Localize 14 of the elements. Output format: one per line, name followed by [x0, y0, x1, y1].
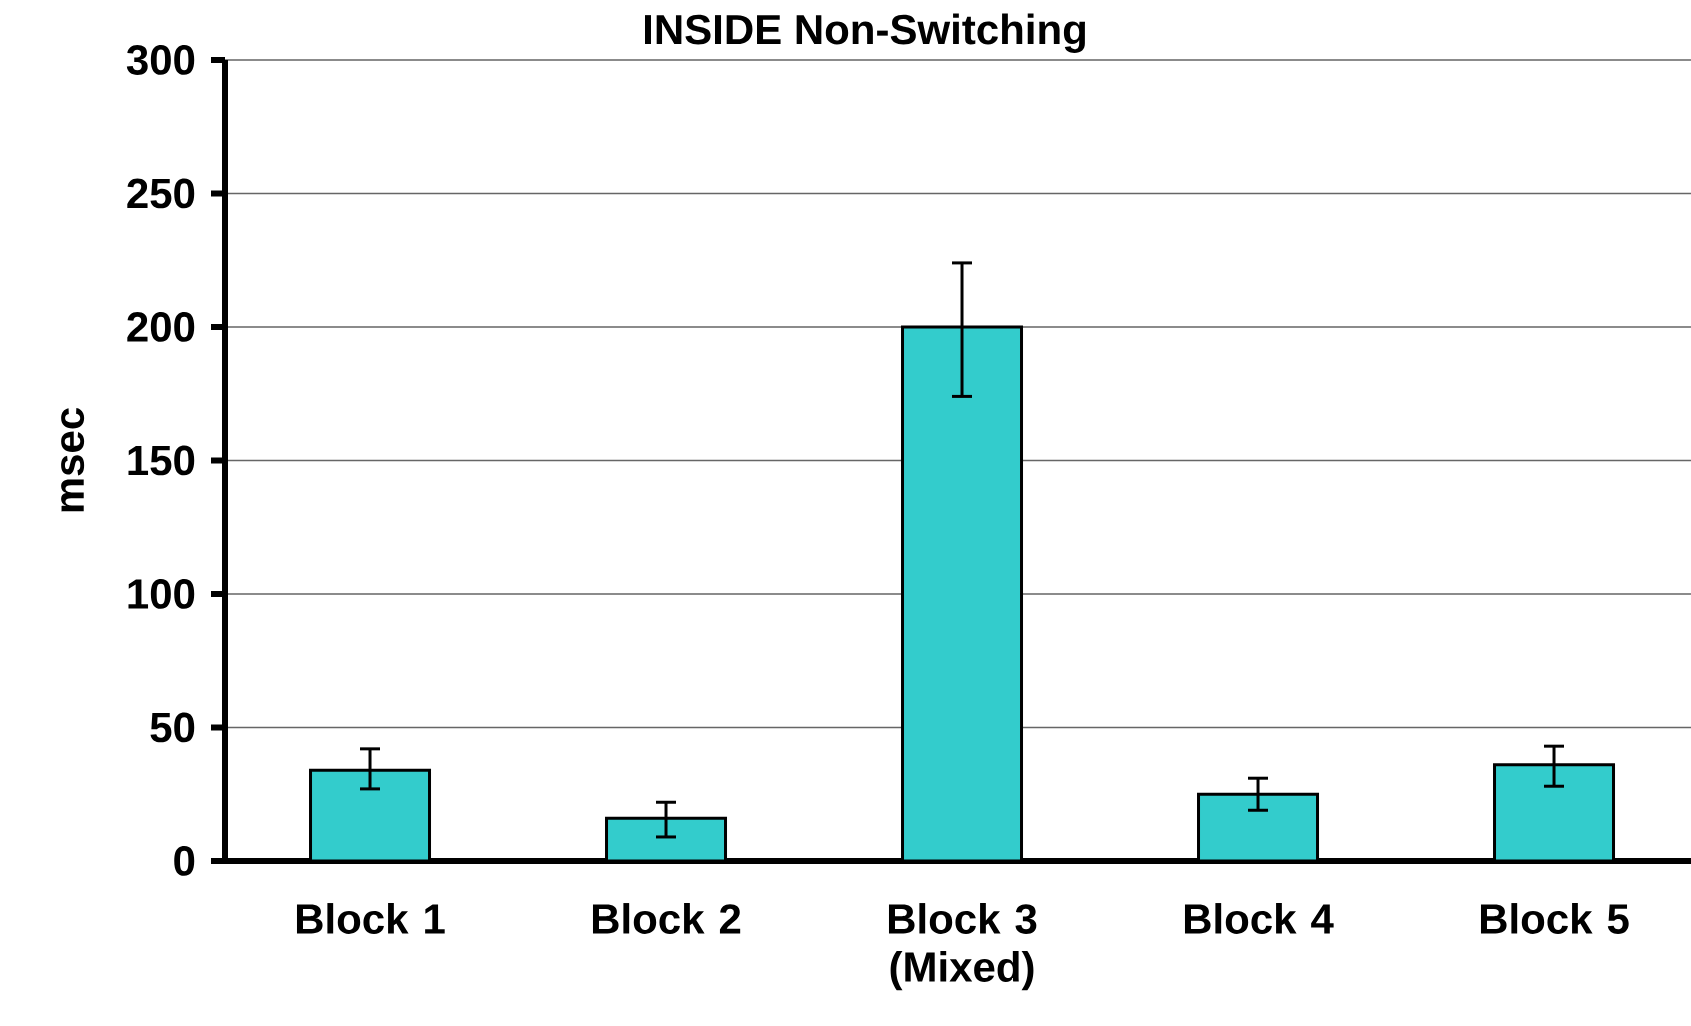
y-tick-label: 100: [128, 579, 195, 609]
x-tick-label: Block 3 (Mixed): [888, 903, 1037, 991]
y-axis-title: msec: [61, 408, 85, 512]
chart-title: INSIDE Non-Switching: [645, 13, 1086, 53]
x-tick-label: Block 2: [592, 903, 741, 934]
x-tick-label: Block 4: [1184, 903, 1334, 934]
y-tick-label: 0: [174, 846, 195, 876]
y-tick-label: 150: [128, 445, 195, 476]
y-tick-label: 50: [150, 712, 195, 743]
y-tick-label: 300: [126, 45, 195, 75]
y-tick-label: 200: [127, 312, 195, 342]
x-tick-label: Block 1: [296, 903, 445, 934]
x-tick-label: Block 5: [1480, 903, 1629, 934]
y-tick-label: 250: [127, 178, 195, 209]
